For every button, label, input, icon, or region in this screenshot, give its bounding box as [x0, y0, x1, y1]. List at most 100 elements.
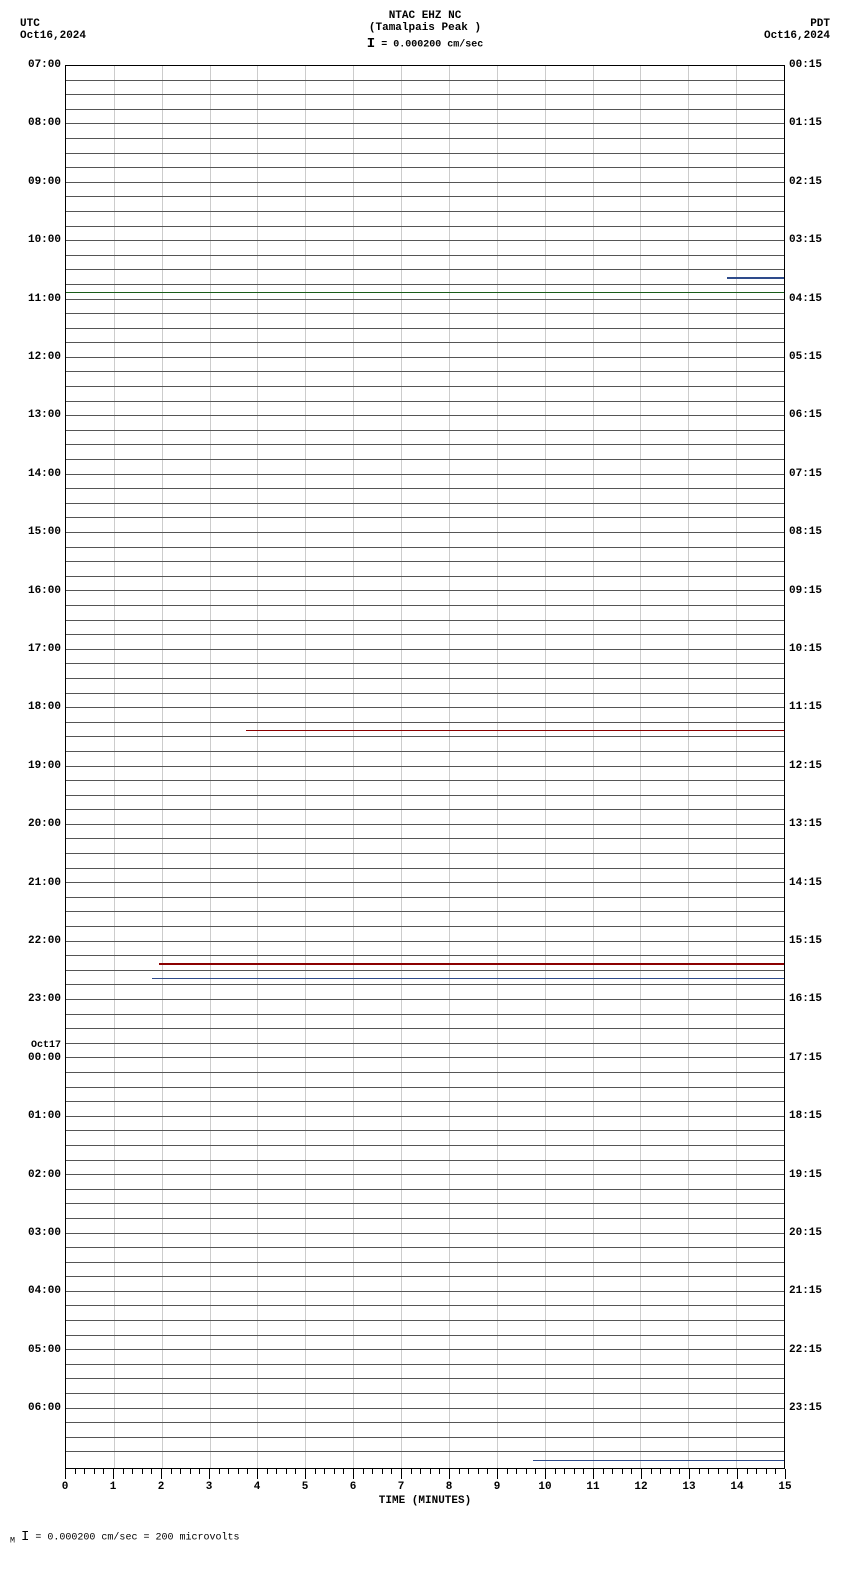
trace-segment	[159, 963, 784, 965]
trace-row	[66, 650, 784, 665]
x-tick-label: 0	[62, 1481, 69, 1493]
trace-row	[66, 548, 784, 563]
trace-row	[66, 752, 784, 767]
trace-row	[66, 197, 784, 212]
trace-row	[66, 1088, 784, 1103]
x-tick-minor	[660, 1469, 661, 1474]
trace-row	[66, 387, 784, 402]
chart-header: UTC Oct16,2024 NTAC EHZ NC (Tamalpais Pe…	[10, 10, 840, 60]
trace-row	[66, 898, 784, 913]
trace-row	[66, 168, 784, 183]
x-tick-minor	[103, 1469, 104, 1474]
x-tick-minor	[391, 1469, 392, 1474]
trace-segment	[533, 1460, 784, 1462]
x-tick-minor	[612, 1469, 613, 1474]
trace-row	[66, 971, 784, 986]
station-label: NTAC EHZ NC	[10, 10, 840, 22]
x-tick-minor	[171, 1469, 172, 1474]
trace-row	[66, 985, 784, 1000]
x-tick-minor	[151, 1469, 152, 1474]
x-tick-minor	[535, 1469, 536, 1474]
left-hour-label: 22:00	[13, 935, 61, 947]
scale-text: = 0.000200 cm/sec	[375, 40, 483, 51]
right-hour-label: 11:15	[789, 701, 837, 713]
x-tick-minor	[276, 1469, 277, 1474]
right-hour-label: 14:15	[789, 877, 837, 889]
x-tick-label: 14	[730, 1481, 743, 1493]
trace-row	[66, 767, 784, 782]
x-tick-minor	[555, 1469, 556, 1474]
x-tick-minor	[574, 1469, 575, 1474]
x-tick-label: 6	[350, 1481, 357, 1493]
trace-row	[66, 591, 784, 606]
x-tick-minor	[372, 1469, 373, 1474]
right-hour-label: 12:15	[789, 760, 837, 772]
trace-row	[66, 1423, 784, 1438]
trace-row	[66, 402, 784, 417]
left-hour-label: 17:00	[13, 643, 61, 655]
x-tick-minor	[315, 1469, 316, 1474]
trace-row	[66, 577, 784, 592]
trace-row	[66, 1379, 784, 1394]
x-tick-minor	[526, 1469, 527, 1474]
trace-row	[66, 241, 784, 256]
x-tick-label: 1	[110, 1481, 117, 1493]
trace-row	[66, 694, 784, 709]
trace-row	[66, 1409, 784, 1424]
x-tick-label: 15	[778, 1481, 791, 1493]
trace-row	[66, 1263, 784, 1278]
trace-row	[66, 183, 784, 198]
x-tick-minor	[295, 1469, 296, 1474]
x-tick-minor	[727, 1469, 728, 1474]
trace-row	[66, 562, 784, 577]
left-hour-label: 21:00	[13, 877, 61, 889]
x-tick-label: 5	[302, 1481, 309, 1493]
x-tick-major	[257, 1469, 258, 1479]
right-hour-label: 21:15	[789, 1285, 837, 1297]
x-tick-major	[65, 1469, 66, 1479]
left-hour-label: 16:00	[13, 585, 61, 597]
left-hour-label: 15:00	[13, 526, 61, 538]
x-tick-minor	[219, 1469, 220, 1474]
trace-row	[66, 1073, 784, 1088]
x-tick-major	[113, 1469, 114, 1479]
x-tick-minor	[324, 1469, 325, 1474]
left-hour-label: 18:00	[13, 701, 61, 713]
trace-row	[66, 110, 784, 125]
x-axis: TIME (MINUTES) 0123456789101112131415	[65, 1469, 785, 1509]
trace-row	[66, 810, 784, 825]
x-tick-minor	[679, 1469, 680, 1474]
right-hour-label: 02:15	[789, 176, 837, 188]
x-tick-major	[593, 1469, 594, 1479]
x-tick-minor	[766, 1469, 767, 1474]
trace-row	[66, 460, 784, 475]
trace-row	[66, 912, 784, 927]
left-hour-label: 11:00	[13, 293, 61, 305]
left-hour-label: 05:00	[13, 1344, 61, 1356]
trace-row	[66, 1015, 784, 1030]
right-hour-label: 07:15	[789, 468, 837, 480]
right-hour-label: 17:15	[789, 1052, 837, 1064]
helicorder-plot	[65, 65, 785, 1469]
left-hour-label: 06:00	[13, 1402, 61, 1414]
trace-row	[66, 329, 784, 344]
right-hour-label: 19:15	[789, 1169, 837, 1181]
x-tick-minor	[631, 1469, 632, 1474]
trace-row	[66, 956, 784, 971]
x-tick-minor	[123, 1469, 124, 1474]
scale-symbol: I	[367, 36, 375, 52]
x-tick-minor	[459, 1469, 460, 1474]
trace-row	[66, 1350, 784, 1365]
trace-row	[66, 737, 784, 752]
left-hour-label: 23:00	[13, 993, 61, 1005]
x-tick-minor	[411, 1469, 412, 1474]
plot-container: 07:0008:0009:0010:0011:0012:0013:0014:00…	[15, 65, 835, 1509]
trace-segment	[66, 292, 784, 294]
x-tick-minor	[468, 1469, 469, 1474]
trace-row	[66, 300, 784, 315]
trace-row	[66, 1336, 784, 1351]
trace-row	[66, 825, 784, 840]
trace-row	[66, 518, 784, 533]
right-hour-label: 04:15	[789, 293, 837, 305]
right-hour-label: 03:15	[789, 234, 837, 246]
